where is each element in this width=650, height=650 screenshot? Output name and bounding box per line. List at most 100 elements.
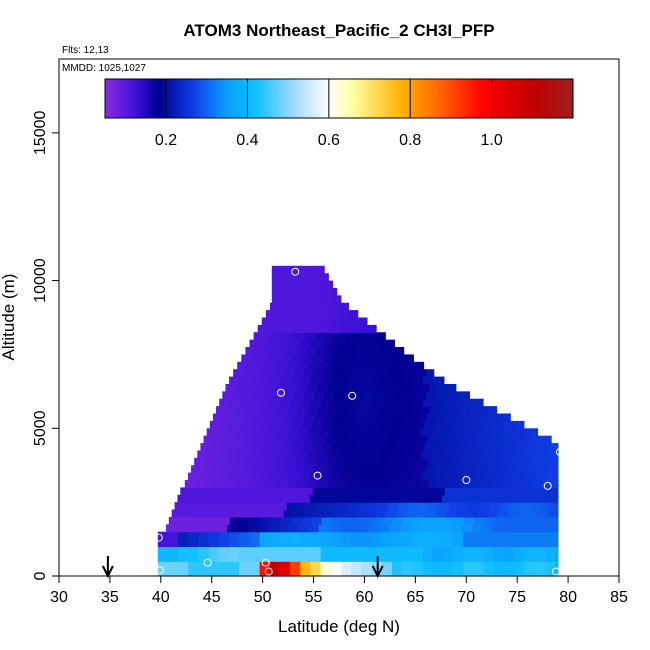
heatmap-cell [265, 347, 277, 356]
heatmap-cell [359, 361, 371, 370]
heatmap-cell [439, 383, 451, 392]
heatmap-cell [543, 450, 555, 459]
heatmap-cell [449, 383, 457, 392]
heatmap-cell [292, 287, 303, 296]
heatmap-cell [276, 383, 288, 392]
heatmap-cell [327, 383, 339, 392]
heatmap-cell [167, 539, 179, 548]
heatmap-cell [533, 450, 545, 459]
heatmap-cell [292, 273, 303, 282]
heatmap-cell [516, 465, 528, 474]
heatmap-cell [557, 465, 559, 474]
colorbar-segment [371, 79, 375, 118]
colorbar-segment [239, 79, 243, 118]
heatmap-cell [432, 561, 444, 570]
heatmap-cell [430, 524, 442, 533]
heatmap-cell [392, 339, 396, 348]
heatmap-cell [524, 531, 536, 540]
colorbar-segment [233, 79, 238, 118]
heatmap-cell [450, 406, 462, 415]
heatmap-cell [302, 287, 314, 296]
colorbar-segment [426, 79, 431, 118]
heatmap-cell [178, 539, 189, 548]
heatmap-cell [522, 428, 534, 437]
heatmap-cell [319, 494, 331, 503]
heatmap-cell [431, 450, 443, 459]
heatmap-cell [256, 406, 268, 415]
heatmap-cell [157, 546, 169, 555]
heatmap-cell [300, 302, 312, 311]
heatmap-cell [294, 369, 306, 378]
heatmap-cell [381, 539, 393, 548]
heatmap-cell [554, 553, 559, 562]
heatmap-cell [354, 391, 366, 400]
heatmap-cell [489, 457, 501, 466]
heatmap-cell [517, 509, 529, 518]
heatmap-cell [251, 487, 263, 496]
colorbar-segment [356, 79, 360, 118]
heatmap-cell [306, 479, 318, 488]
colorbar-segment [552, 79, 556, 118]
heatmap-cell [378, 502, 389, 511]
heatmap-cell [249, 561, 261, 570]
heatmap-cell [229, 546, 240, 555]
colorbar-segment [453, 79, 457, 118]
heatmap-cell [432, 531, 444, 540]
heatmap-cell [359, 428, 371, 437]
heatmap-cell [554, 539, 559, 548]
heatmap-cell [503, 546, 515, 555]
heatmap-cell [472, 494, 484, 503]
heatmap-cell [276, 479, 288, 488]
heatmap-cell [385, 391, 396, 400]
heatmap-cell [402, 531, 413, 540]
heatmap-cell [269, 561, 281, 570]
heatmap-cell [432, 472, 444, 481]
heatmap-cell [446, 391, 458, 400]
colorbar-segment [555, 79, 559, 118]
heatmap-cell [266, 406, 278, 415]
heatmap-cell [167, 568, 179, 577]
heatmap-cell [308, 524, 320, 533]
heatmap-cell [257, 524, 269, 533]
colorbar-segment [140, 79, 144, 118]
heatmap-cell [413, 420, 425, 429]
heatmap-cell [322, 273, 329, 282]
heatmap-cell [233, 413, 245, 422]
heatmap-cell [372, 516, 384, 525]
sample-point [291, 267, 300, 276]
heatmap-cell [369, 324, 377, 333]
heatmap-cell [483, 539, 495, 548]
heatmap-cell [357, 457, 368, 466]
heatmap-cell [318, 361, 330, 370]
heatmap-cell [312, 287, 324, 296]
colorbar-segment [324, 79, 328, 118]
x-tick-label: 55 [305, 589, 323, 606]
heatmap-cell [510, 479, 522, 488]
heatmap-cell [276, 502, 288, 511]
heatmap-cell [301, 516, 312, 525]
heatmap-cell [316, 310, 328, 319]
heatmap-cell [351, 376, 363, 385]
heatmap-cell [389, 428, 401, 437]
heatmap-cell [321, 398, 332, 407]
heatmap-cell [378, 406, 390, 415]
heatmap-cell [265, 457, 277, 466]
heatmap-cell [381, 531, 393, 540]
heatmap-cell [361, 339, 373, 348]
heatmap-cell [548, 509, 559, 518]
heatmap-cell [292, 354, 304, 363]
heatmap-cell [554, 546, 559, 555]
heatmap-cell [333, 487, 344, 496]
colorbar-tick-label: 0.6 [318, 132, 340, 149]
heatmap-cell [258, 450, 270, 459]
heatmap-cell [286, 310, 298, 319]
heatmap-cell [176, 524, 187, 533]
heatmap-cell [474, 420, 486, 429]
heatmap-cell [304, 369, 316, 378]
colorbar-segment [251, 79, 255, 118]
heatmap-cell [229, 539, 240, 548]
colorbar-segment [365, 79, 369, 118]
heatmap-cell [238, 494, 250, 503]
heatmap-cell [264, 435, 276, 444]
heatmap-cell [361, 398, 373, 407]
